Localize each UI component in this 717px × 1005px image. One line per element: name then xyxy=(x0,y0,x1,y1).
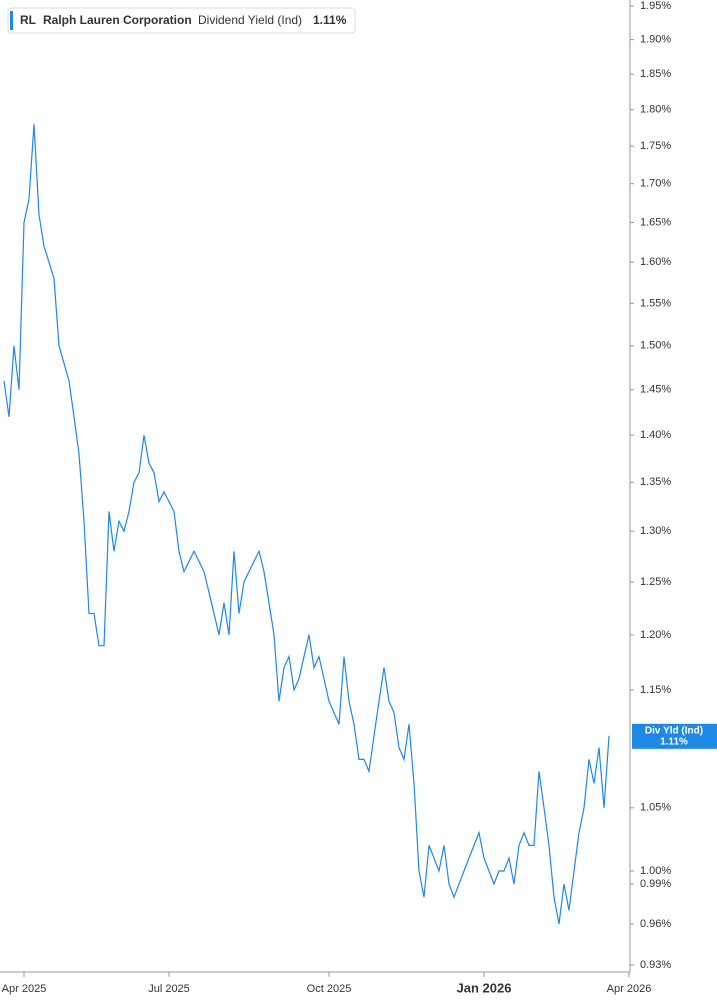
y-tick-label: 1.85% xyxy=(640,68,671,80)
y-tick-label: 1.95% xyxy=(640,0,671,12)
legend-value: 1.11% xyxy=(313,13,347,27)
y-tick-label: 1.50% xyxy=(640,340,671,352)
legend: RL Ralph Lauren Corporation Dividend Yie… xyxy=(7,7,356,34)
current-tag xyxy=(632,723,717,749)
y-tick-label: 0.96% xyxy=(640,918,671,930)
y-tick-label: 1.60% xyxy=(640,256,671,268)
y-tick-label: 1.70% xyxy=(640,178,671,190)
y-tick-label: 0.99% xyxy=(640,878,671,890)
y-tick-label: 1.75% xyxy=(640,140,671,152)
y-tick-label: 1.25% xyxy=(640,576,671,588)
y-tick-label: 1.45% xyxy=(640,384,671,396)
y-tick-label: 1.20% xyxy=(640,629,671,641)
y-tick-label: 1.80% xyxy=(640,104,671,116)
current-tag-name: Div Yld (Ind) xyxy=(645,725,703,736)
y-tick-label: 1.90% xyxy=(640,34,671,46)
y-tick-label: 1.40% xyxy=(640,429,671,441)
x-tick-label: Jul 2025 xyxy=(148,983,190,995)
y-tick-label: 1.65% xyxy=(640,216,671,228)
y-tick-label: 0.93% xyxy=(640,959,671,971)
legend-ticker: RL xyxy=(20,13,36,27)
line-series xyxy=(3,124,610,924)
y-tick-label: 1.55% xyxy=(640,297,671,309)
y-tick-label: 1.15% xyxy=(640,684,671,696)
x-tick-label: Apr 2025 xyxy=(2,983,47,995)
y-tick-label: 1.30% xyxy=(640,525,671,537)
y-tick-label: 1.00% xyxy=(640,865,671,877)
x-tick-label: Jan 2026 xyxy=(457,980,512,995)
y-tick-label: 1.35% xyxy=(640,476,671,488)
legend-box xyxy=(7,7,356,34)
x-tick-label: Apr 2026 xyxy=(607,983,652,995)
y-tick-label: 1.05% xyxy=(640,802,671,814)
legend-swatch xyxy=(10,11,13,30)
current-tag-value: 1.11% xyxy=(660,736,688,747)
x-tick-label: Oct 2025 xyxy=(307,983,352,995)
legend-metric: Dividend Yield (Ind) xyxy=(198,13,302,27)
legend-name: Ralph Lauren Corporation xyxy=(43,13,192,27)
